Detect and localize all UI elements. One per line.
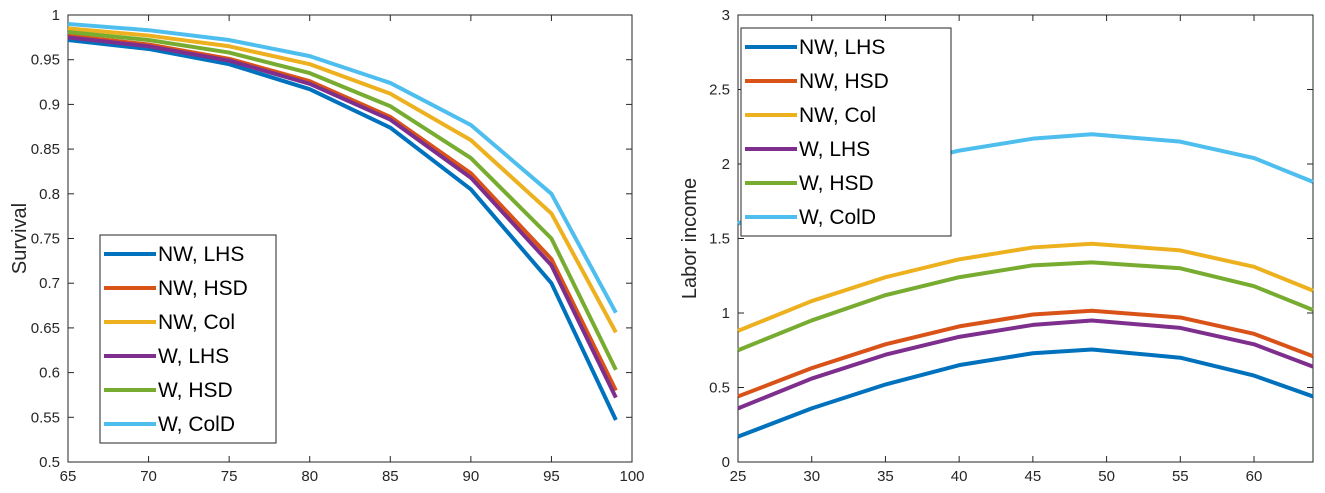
x-tick-label: 65 [60,468,77,485]
y-tick-label: 1 [52,7,60,24]
x-tick-label: 45 [1025,468,1042,485]
y-tick-label: 3 [722,7,730,24]
series-line [67,26,618,334]
legend-label: W, ColD [799,206,876,229]
series-line [737,308,1314,399]
y-tick-label: 0.7 [39,275,60,292]
x-tick-label: 50 [1098,468,1115,485]
legend-label: W, HSD [799,172,874,195]
y-tick-label: 0.9 [39,96,60,113]
y-tick-label: 0 [722,454,730,471]
legend-box [740,27,952,237]
y-tick-label: 1 [722,305,730,322]
y-tick-label: 2 [722,156,730,173]
y-tick-label: 0.65 [31,320,60,337]
legend-label: W, HSD [158,379,233,402]
x-tick-label: 40 [951,468,968,485]
legend-label: NW, LHS [799,36,885,59]
y-tick-label: 0.5 [709,380,730,397]
x-tick-label: 85 [382,468,399,485]
y-tick-label: 0.85 [31,141,60,158]
y-tick-label: 2.5 [709,82,730,99]
x-tick-label: 75 [221,468,238,485]
series-line [67,35,618,399]
y-axis-label: Labor income [679,178,701,299]
x-tick-label: 25 [730,468,747,485]
legend-label: W, ColD [158,413,235,436]
x-tick-label: 80 [301,468,318,485]
legend: NW, LHS NW, HSD NW, Col W, LHS W, HSD W, ColD [99,234,277,444]
legend-box [99,234,277,444]
y-tick-label: 0.55 [31,409,60,426]
legend-label: W, LHS [799,138,870,161]
series-line [67,29,618,371]
x-tick-label: 35 [877,468,894,485]
series-line [737,260,1314,353]
y-tick-label: 0.75 [31,231,60,248]
legend-label: W, LHS [158,345,229,368]
x-tick-label: 55 [1172,468,1189,485]
y-tick-label: 0.5 [39,454,60,471]
series-line [67,21,618,314]
x-tick-label: 60 [1246,468,1263,485]
legend-label: NW, Col [158,311,235,334]
x-tick-label: 90 [463,468,480,485]
legend-label: NW, Col [799,104,876,127]
y-tick-label: 1.5 [709,231,730,248]
legend-label: NW, LHS [158,243,244,266]
legend: NW, LHS NW, HSD NW, Col W, LHS W, HSD W, ColD [740,27,952,237]
y-tick-label: 0.8 [39,186,60,203]
y-tick-label: 0.95 [31,52,60,69]
x-tick-label: 100 [619,468,644,485]
series-line [737,318,1314,411]
series-line [67,38,618,421]
chart: 65 70 75 80 85 90 95 100 0.5 0.55 0.6 0.65 0.7 0.75 0.… [9,7,645,485]
x-tick-label: 30 [803,468,820,485]
y-axis-label: Survival [9,203,31,274]
series-line [737,241,1314,333]
series-line [737,347,1314,439]
chart: 25 30 35 40 45 50 55 60 0 0.5 1 1.5 2 2.5 3 Labor incom… [679,7,1314,485]
y-tick-label: 0.6 [39,365,60,382]
x-tick-label: 70 [140,468,157,485]
x-tick-label: 95 [543,468,560,485]
legend-label: NW, HSD [799,70,889,93]
legend-label: NW, HSD [158,277,248,300]
